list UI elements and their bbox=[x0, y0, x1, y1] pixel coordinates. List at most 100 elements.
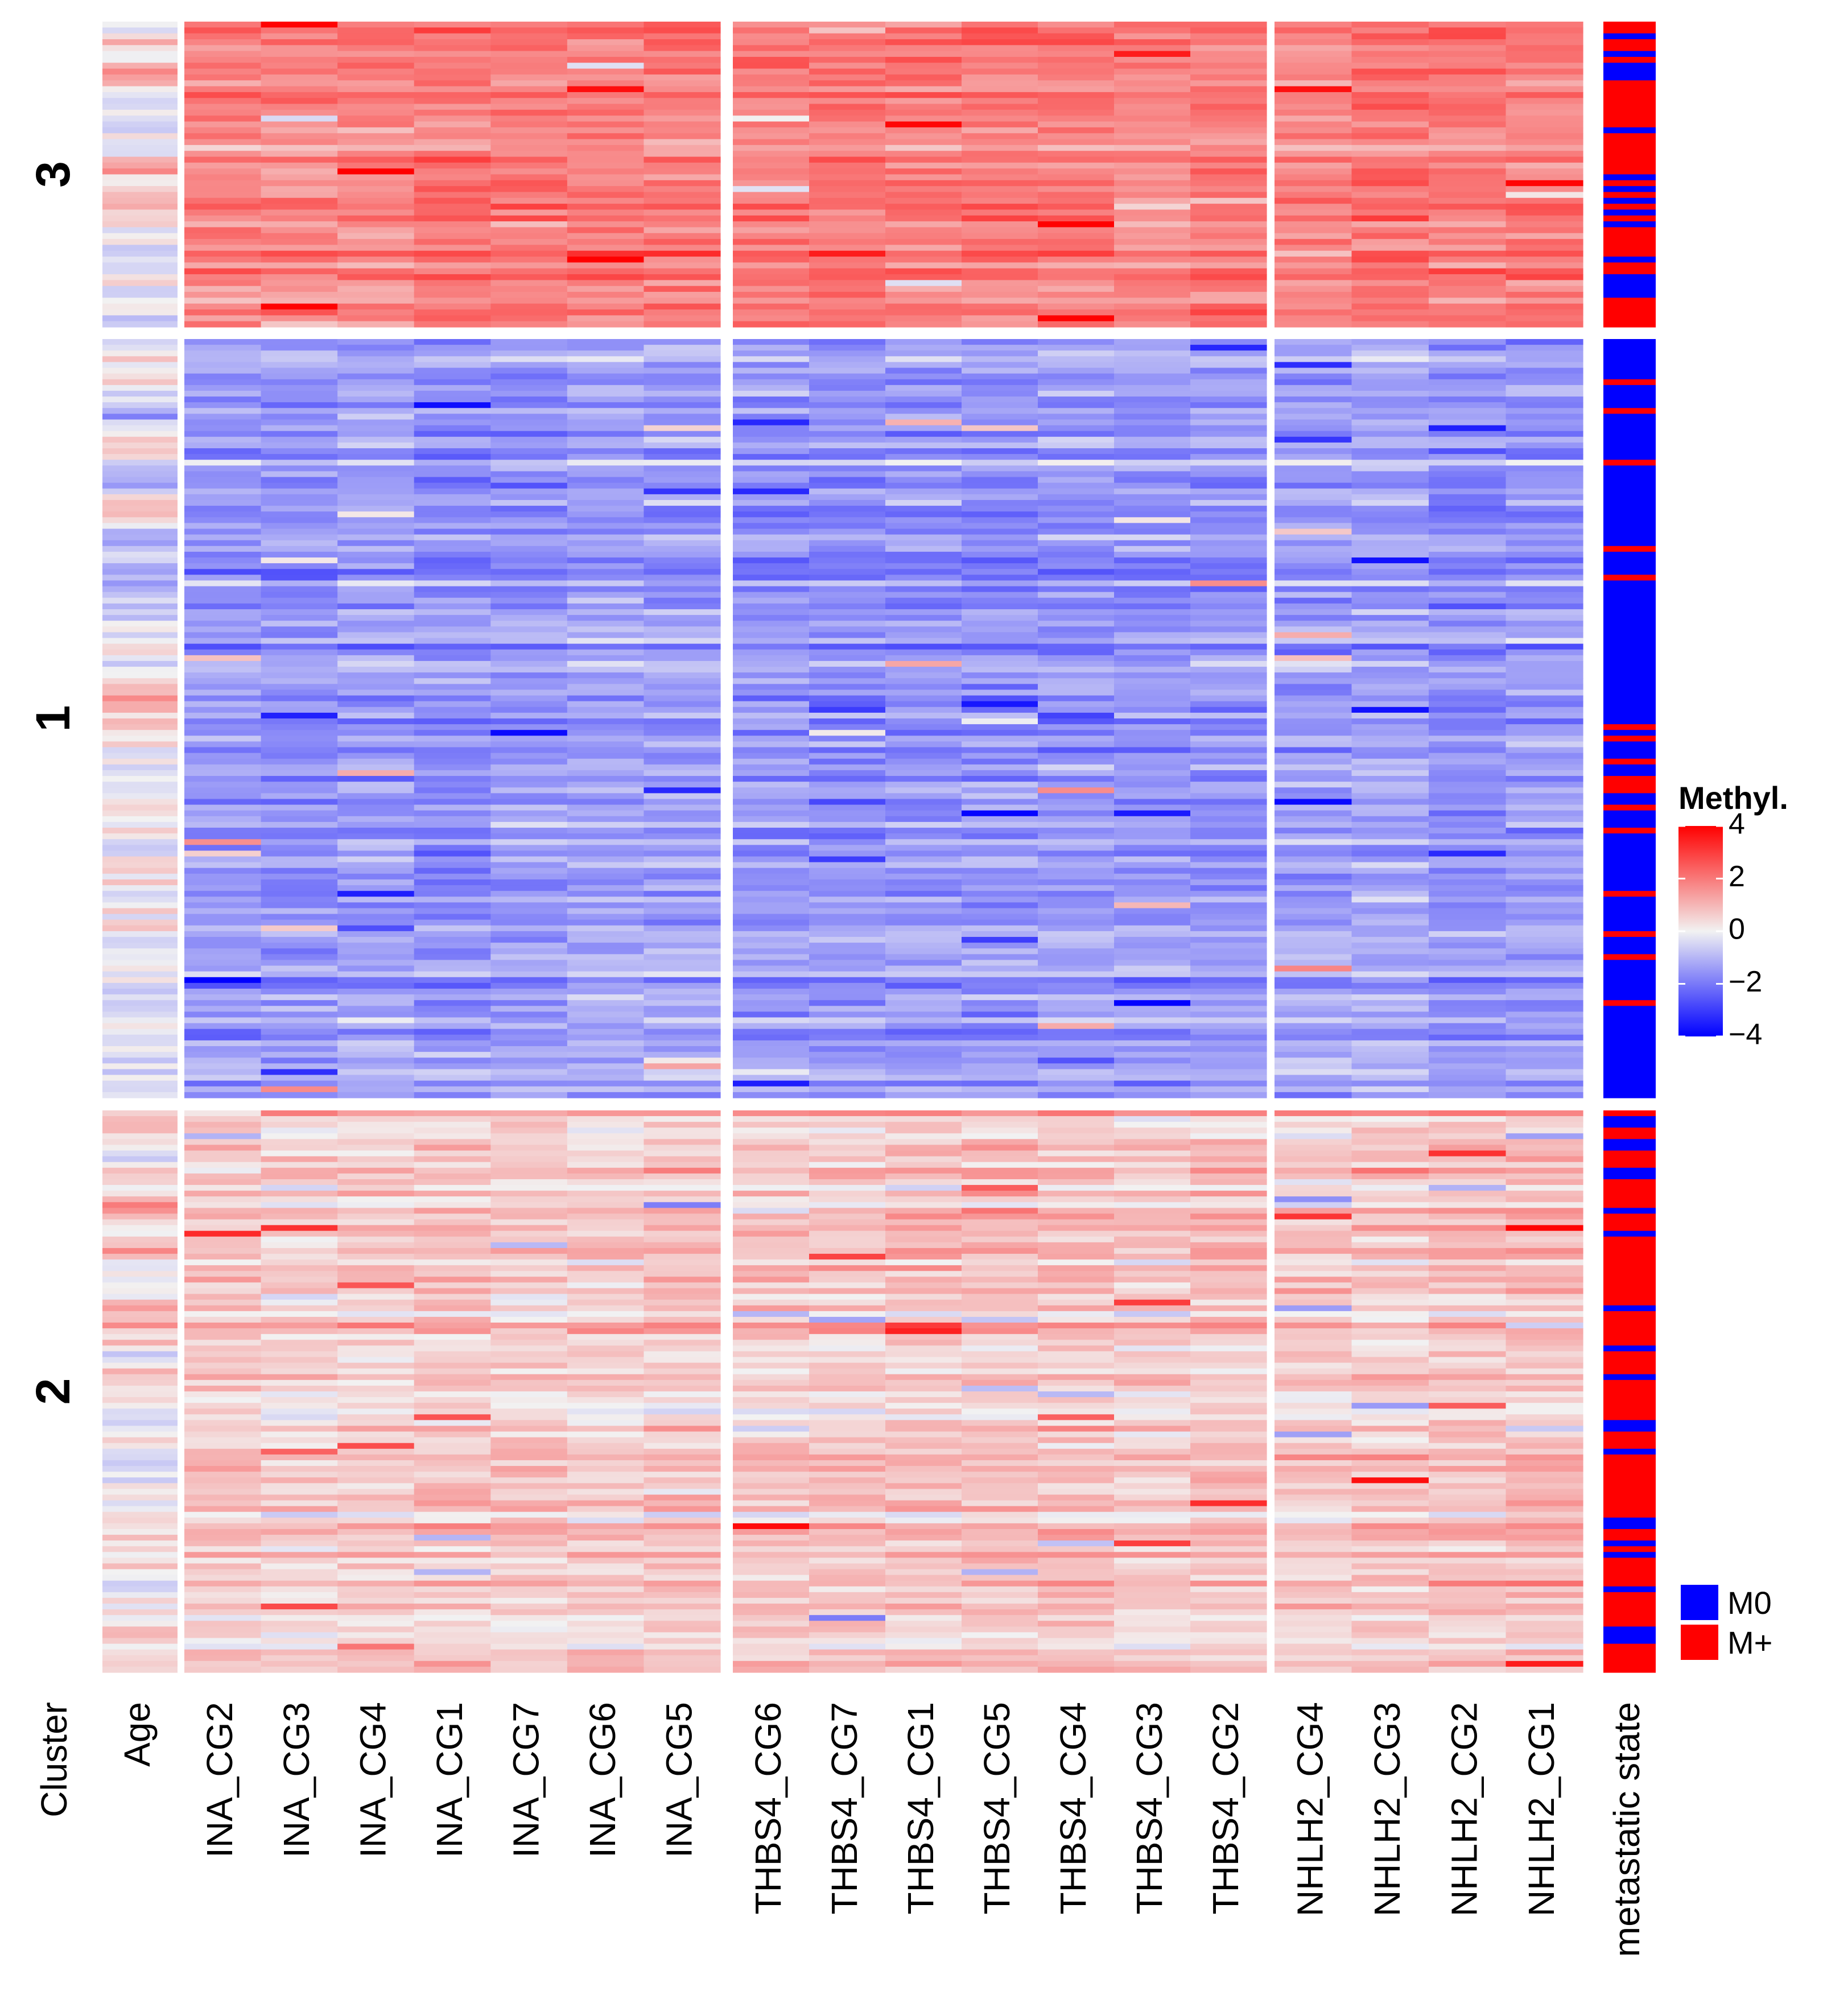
heat-cell bbox=[733, 1638, 810, 1645]
heat-cell bbox=[733, 431, 810, 437]
heat-cell bbox=[490, 1615, 568, 1621]
heat-cell bbox=[1038, 1500, 1115, 1507]
heat-cell bbox=[809, 1472, 886, 1478]
heat-cell bbox=[261, 221, 338, 228]
heat-cell bbox=[733, 1191, 810, 1197]
heat-cell bbox=[261, 1017, 338, 1024]
heat-cell bbox=[644, 245, 721, 251]
heat-cell bbox=[1275, 63, 1352, 69]
heat-cell bbox=[644, 506, 721, 512]
heat-cell bbox=[1190, 1472, 1267, 1478]
heat-cell bbox=[1351, 367, 1429, 374]
heat-cell bbox=[809, 45, 886, 52]
heat-cell bbox=[184, 994, 262, 1001]
heat-cell bbox=[1114, 914, 1191, 920]
heat-cell bbox=[809, 1150, 886, 1157]
heat-cell bbox=[490, 580, 568, 587]
heat-cell bbox=[1114, 867, 1191, 874]
heat-cell bbox=[184, 488, 262, 495]
heat-cell bbox=[809, 408, 886, 414]
heat-cell bbox=[809, 902, 886, 909]
heat-cell bbox=[567, 56, 645, 63]
heat-cell bbox=[261, 286, 338, 292]
heat-cell bbox=[1351, 592, 1429, 598]
heat-cell bbox=[490, 402, 568, 408]
heat-cell bbox=[1429, 63, 1507, 69]
heat-cell bbox=[809, 1385, 886, 1392]
heat-cell bbox=[184, 1500, 262, 1507]
heat-cell bbox=[261, 80, 338, 87]
heat-cell bbox=[1114, 626, 1191, 633]
age-cell bbox=[102, 867, 178, 874]
heat-cell bbox=[1190, 1385, 1267, 1392]
heat-cell bbox=[809, 109, 886, 116]
heat-cell bbox=[414, 575, 491, 581]
heat-cell bbox=[184, 592, 262, 598]
age-cell bbox=[102, 186, 178, 193]
heat-cell bbox=[1275, 718, 1352, 725]
heat-cell bbox=[733, 1028, 810, 1035]
heat-cell bbox=[1429, 408, 1507, 414]
heat-cell bbox=[337, 471, 415, 478]
heat-cell bbox=[261, 1494, 338, 1501]
heat-cell bbox=[1506, 712, 1583, 719]
heat-cell bbox=[1038, 1139, 1115, 1146]
heat-cell bbox=[885, 1000, 962, 1006]
heat-cell bbox=[885, 1643, 962, 1650]
heat-cell bbox=[885, 257, 962, 263]
heat-cell bbox=[1429, 180, 1507, 187]
heat-cell bbox=[414, 1265, 491, 1271]
heat-cell bbox=[337, 56, 415, 63]
heat-cell bbox=[644, 1299, 721, 1306]
heat-cell bbox=[644, 442, 721, 449]
age-cell bbox=[102, 56, 178, 63]
heat-cell bbox=[337, 506, 415, 512]
heat-cell bbox=[1275, 298, 1352, 304]
heat-cell bbox=[644, 845, 721, 852]
heat-cell bbox=[261, 1563, 338, 1570]
heat-cell bbox=[337, 1006, 415, 1013]
heat-cell bbox=[1038, 528, 1115, 535]
heat-cell bbox=[567, 45, 645, 52]
heat-cell bbox=[885, 419, 962, 426]
heat-cell bbox=[644, 454, 721, 460]
age-cell bbox=[102, 660, 178, 667]
heat-cell bbox=[490, 828, 568, 834]
heat-cell bbox=[567, 638, 645, 645]
heat-cell bbox=[414, 672, 491, 679]
heat-cell bbox=[1275, 1265, 1352, 1271]
heat-cell bbox=[1038, 1208, 1115, 1214]
heat-cell bbox=[184, 233, 262, 239]
heat-cell bbox=[1114, 856, 1191, 863]
heat-cell bbox=[1506, 643, 1583, 650]
heat-cell bbox=[885, 1454, 962, 1461]
heat-cell bbox=[1506, 506, 1583, 512]
heat-cell bbox=[809, 609, 886, 615]
heat-cell bbox=[490, 74, 568, 81]
heat-cell bbox=[184, 431, 262, 437]
heat-cell bbox=[962, 873, 1038, 880]
heat-cell bbox=[1038, 1408, 1115, 1415]
heat-cell bbox=[1114, 233, 1191, 239]
heat-cell bbox=[962, 1328, 1038, 1335]
heat-cell bbox=[490, 257, 568, 263]
heat-cell bbox=[1038, 1655, 1115, 1662]
heat-cell bbox=[1429, 1011, 1507, 1018]
age-cell bbox=[102, 575, 178, 581]
heat-cell bbox=[885, 1150, 962, 1157]
heat-cell bbox=[809, 233, 886, 239]
heat-cell bbox=[490, 1328, 568, 1335]
heat-cell bbox=[490, 695, 568, 702]
heat-cell bbox=[809, 782, 886, 788]
heat-cell bbox=[1038, 684, 1115, 691]
heat-cell bbox=[337, 402, 415, 408]
heat-cell bbox=[567, 1385, 645, 1392]
heat-cell bbox=[337, 1046, 415, 1052]
heat-cell bbox=[261, 1156, 338, 1163]
heat-cell bbox=[1114, 1586, 1191, 1593]
heat-cell bbox=[184, 115, 262, 122]
heat-cell bbox=[1506, 804, 1583, 811]
heat-cell bbox=[962, 257, 1038, 263]
heat-cell bbox=[1429, 22, 1507, 28]
heat-cell bbox=[184, 385, 262, 391]
